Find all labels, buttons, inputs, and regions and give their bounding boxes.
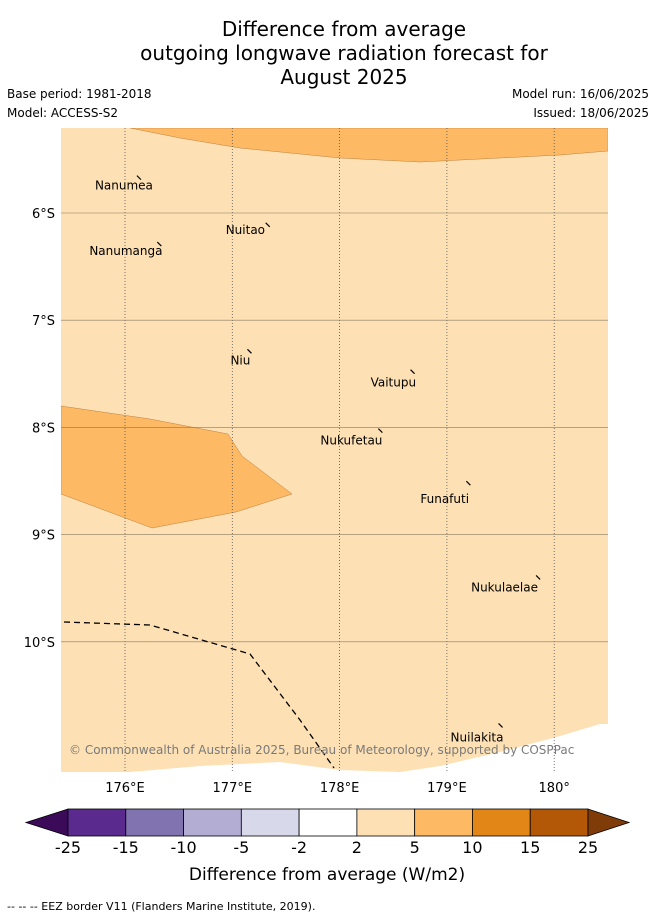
latitude-label: 6°S	[32, 207, 55, 222]
eez-border	[63, 621, 335, 769]
colorbar-cell	[298, 808, 358, 837]
island-label: Nukulaelae	[471, 580, 538, 594]
islands-layer: Nanumea Nuitao Nanumanga Niu Vaitupu Nukufeta…	[89, 175, 541, 744]
forecast-map: 176°E 177°E 178°E 179°E 180° 6°S 7°S 8°S 9°S 10°…	[24, 128, 608, 796]
longitude-label: 179°E	[427, 781, 467, 796]
colorbar-tick-label: 10	[462, 838, 482, 857]
graticule	[61, 128, 608, 772]
colorbar-cell	[356, 808, 416, 837]
colorbar-cell	[183, 808, 242, 837]
island-label: Vaitupu	[371, 376, 417, 390]
model-run-label: Model run: 16/06/2025	[511, 87, 649, 101]
eez-footnote: -- -- -- EEZ border V11 (Flanders Marine…	[7, 900, 316, 913]
colorbar-cell	[67, 808, 127, 837]
colorbar-tick-label: 15	[520, 838, 540, 857]
island-outline	[136, 175, 142, 181]
island-outline	[535, 575, 541, 580]
island-label: Nukufetau	[320, 434, 382, 448]
map-title-line-3: August 2025	[280, 65, 408, 89]
longitude-label: 180°	[539, 781, 570, 796]
island-outline	[377, 428, 383, 434]
colorbar-max-extension	[587, 808, 631, 837]
longitude-tick-labels: 176°E 177°E 178°E 179°E 180°	[105, 781, 570, 796]
colorbar-tick-label: -10	[170, 838, 196, 857]
longitude-label: 176°E	[105, 781, 145, 796]
colorbar-tick-label: -5	[233, 838, 249, 857]
colorbar-min-extension	[24, 808, 69, 837]
legend-title: Difference from average (W/m2)	[189, 865, 465, 885]
latitude-label: 8°S	[32, 421, 55, 436]
island-label: Nuitao	[226, 223, 265, 237]
colorbar-cell	[414, 808, 473, 837]
base-period-label: Base period: 1981-2018	[7, 87, 152, 101]
copyright-notice: © Commonwealth of Australia 2025, Bureau…	[69, 743, 574, 757]
colorbar-tick-label: -2	[291, 838, 307, 857]
latitude-tick-labels: 6°S 7°S 8°S 9°S 10°S	[24, 207, 55, 651]
colorbar-cell	[529, 808, 589, 837]
island-label: Nanumanga	[89, 244, 162, 258]
map-title-line-2: outgoing longwave radiation forecast for	[140, 41, 548, 65]
longitude-label: 178°E	[320, 781, 360, 796]
anomaly-region-5-to-10-west	[61, 405, 293, 529]
island-label: Nanumea	[95, 179, 153, 193]
island-label: Nuilakita	[451, 730, 504, 744]
island-outline	[498, 722, 503, 728]
model-label: Model: ACCESS-S2	[7, 106, 119, 120]
latitude-label: 9°S	[32, 529, 55, 544]
colorbar-cell	[472, 808, 531, 837]
colorbar-cell	[125, 808, 184, 837]
island-outline	[410, 369, 415, 375]
latitude-label: 10°S	[24, 636, 55, 651]
island-outline	[265, 222, 271, 228]
island-outline	[465, 480, 471, 486]
latitude-label: 7°S	[32, 314, 55, 329]
island-outline	[156, 241, 162, 247]
anomaly-region-2-to-5	[61, 128, 608, 772]
colorbar-tick-label: 2	[352, 838, 362, 857]
colorbar-tick-label: -25	[55, 838, 81, 857]
map-title-line-1: Difference from average	[221, 17, 467, 41]
island-label: Niu	[230, 353, 250, 367]
island-label: Funafuti	[420, 492, 469, 506]
issued-label: Issued: 18/06/2025	[533, 106, 649, 120]
island-outline	[247, 348, 252, 354]
colorbar-tick-label: 25	[578, 838, 598, 857]
colorbar-tick-label: 5	[410, 838, 420, 857]
anomaly-region-5-to-10-north	[129, 128, 608, 163]
longitude-label: 177°E	[213, 781, 253, 796]
colorbar-cell	[240, 808, 300, 837]
colorbar-tick-label: -15	[113, 838, 139, 857]
